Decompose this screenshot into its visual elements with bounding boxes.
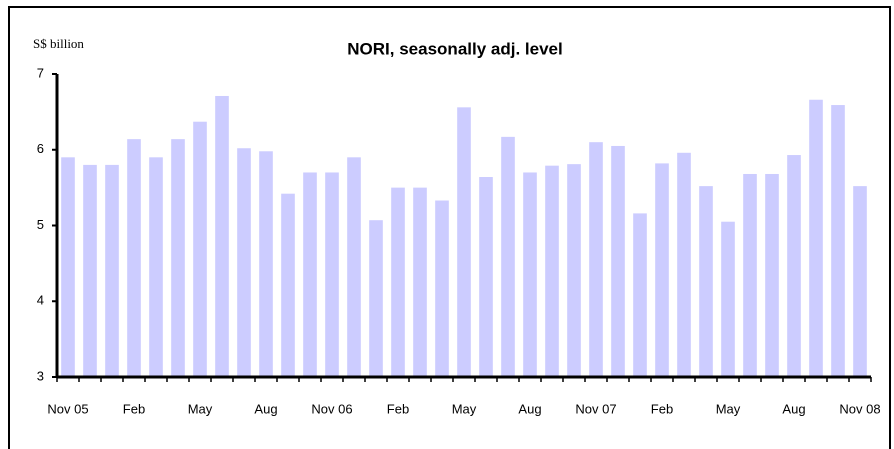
bar	[787, 155, 801, 377]
bar	[523, 172, 537, 377]
bar	[501, 136, 515, 377]
chart-title: NORI, seasonally adj. level	[347, 39, 562, 58]
bar	[391, 187, 405, 377]
x-tick-label: Aug	[518, 401, 541, 416]
y-axis-label: S$ billion	[33, 36, 84, 51]
x-tick-label: Nov 07	[575, 401, 616, 416]
bar	[589, 142, 603, 377]
bar	[809, 99, 823, 377]
x-tick-label: Nov 06	[311, 401, 352, 416]
bar	[743, 173, 757, 377]
bar	[479, 177, 493, 377]
bar	[831, 105, 845, 378]
y-tick-label: 7	[37, 65, 44, 80]
bar	[193, 121, 207, 377]
bar	[325, 172, 339, 377]
bar	[721, 221, 735, 377]
bar	[347, 157, 361, 377]
y-tick-label: 5	[37, 217, 44, 232]
x-tick-label: Feb	[123, 401, 145, 416]
x-tick-label: Feb	[387, 401, 409, 416]
bar	[369, 220, 383, 377]
bar	[435, 200, 449, 377]
bar	[105, 164, 119, 377]
bar	[215, 95, 229, 377]
bar	[149, 157, 163, 377]
y-tick-label: 3	[37, 368, 44, 383]
bar	[171, 139, 185, 377]
bar	[237, 148, 251, 377]
bar	[853, 186, 867, 377]
x-tick-label: Nov 08	[839, 401, 880, 416]
bar	[281, 193, 295, 377]
x-tick-label: Aug	[254, 401, 277, 416]
x-tick-label: Aug	[782, 401, 805, 416]
bar	[259, 151, 273, 377]
x-tick-label: May	[188, 401, 213, 416]
bar	[127, 139, 141, 377]
bar	[413, 187, 427, 377]
bar	[677, 152, 691, 377]
bar	[83, 164, 97, 377]
x-tick-label: May	[716, 401, 741, 416]
x-tick-label: Nov 05	[47, 401, 88, 416]
bar	[765, 173, 779, 377]
y-tick-label: 4	[37, 293, 44, 308]
bar	[303, 172, 317, 377]
bar	[567, 164, 581, 377]
bar	[699, 186, 713, 377]
y-tick-label: 6	[37, 141, 44, 156]
bar	[545, 165, 559, 377]
bar	[611, 145, 625, 377]
bar	[61, 157, 75, 377]
bar	[633, 213, 647, 377]
x-tick-label: Feb	[651, 401, 673, 416]
x-tick-label: May	[452, 401, 477, 416]
bar	[457, 107, 471, 377]
bar	[655, 163, 669, 377]
